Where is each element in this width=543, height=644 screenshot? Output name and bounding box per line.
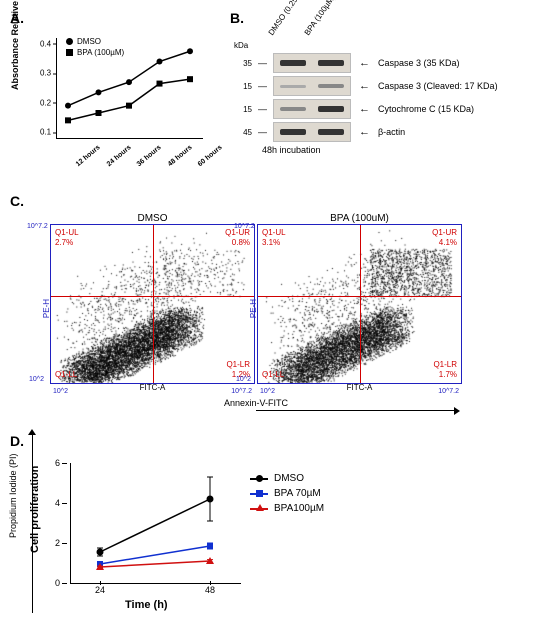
chartD-ytick: 6 (55, 458, 60, 468)
panel-d-ylabel: Cell proliferation (29, 466, 41, 553)
panel-b-caption: 48h incubation (262, 145, 533, 155)
legend-row: BPA100µM (250, 501, 324, 516)
panel-d-chart: Cell proliferation Time (h) 0246 2448 DM… (25, 453, 345, 613)
chartD-xtick: 48 (205, 585, 215, 595)
panel-a-ylabel: Absorbance Relative (570nl) (10, 0, 20, 90)
blot-row: 15 — ←Cytochrome C (15 KDa) (230, 99, 533, 119)
chartA-xtick: 48 hours (166, 144, 193, 168)
legend-row: DMSO (250, 471, 324, 486)
chartA-xtick: 36 hours (136, 144, 163, 168)
chartD-xtick: 24 (95, 585, 105, 595)
flow-plot: BPA (100uM) Q1-UL3.1% Q1-UR4.1% Q1-LL Q1… (257, 213, 462, 392)
chartA-xtick: 60 hours (197, 144, 224, 168)
panel-c-xlabel: Annexin-V-FITC (50, 398, 462, 408)
flow-plot: DMSO Q1-UL2.7% Q1-UR0.8% Q1-LL Q1-LR1.2%… (50, 213, 255, 392)
chartD-ytick: 4 (55, 498, 60, 508)
kda-label: kDa (234, 41, 533, 50)
panel-c-ylabel: Propidium Iodide (PI) (8, 453, 18, 538)
panel-b-lanes: DMSO (0.25ul) BPA (100µM) (262, 30, 533, 39)
panel-a-label: A. (10, 10, 220, 26)
panel-a: A. Absorbance Relative (570nl) DMSO BPA … (10, 10, 220, 175)
legend-row: BPA 70µM (250, 486, 324, 501)
chartD-ytick: 0 (55, 578, 60, 588)
chartA-ytick: 0.2 (40, 98, 51, 107)
chartA-xtick: 24 hours (105, 144, 132, 168)
chartD-ytick: 2 (55, 538, 60, 548)
panel-d-label: D. (10, 433, 533, 449)
panel-d-xlabel: Time (h) (125, 599, 168, 611)
chartA-ytick: 0.3 (40, 69, 51, 78)
chartA-ytick: 0.4 (40, 39, 51, 48)
blot-row: 45 — ←β-actin (230, 122, 533, 142)
blot-row: 35 — ←Caspase 3 (35 KDa) (230, 53, 533, 73)
panel-c: C. Propidium Iodide (PI) DMSO Q1-UL2.7% … (10, 193, 533, 408)
panel-c-label: C. (10, 193, 533, 209)
blot-row: 15 — ←Caspase 3 (Cleaved: 17 KDa) (230, 76, 533, 96)
panel-d-legend: DMSOBPA 70µMBPA100µM (250, 471, 324, 516)
chartA-ytick: 0.1 (40, 128, 51, 137)
panel-b: B. DMSO (0.25ul) BPA (100µM) kDa 35 — ←C… (230, 10, 533, 175)
panel-d: D. Cell proliferation Time (h) 0246 2448… (10, 433, 533, 613)
panel-a-chart: Absorbance Relative (570nl) DMSO BPA (10… (18, 30, 218, 175)
chartA-xtick: 12 hours (75, 144, 102, 168)
